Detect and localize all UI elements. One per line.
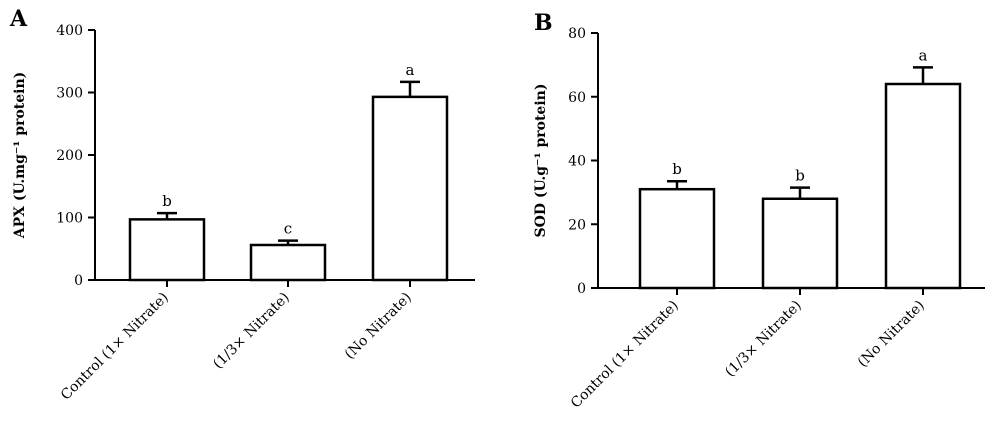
panel-a-bar <box>249 243 327 282</box>
panel-a-y-tick-label: 100 <box>56 211 83 227</box>
panel-a-letter: A <box>9 6 28 32</box>
panel-a-significance-letter: b <box>162 192 172 210</box>
panel-b-significance-letter: b <box>672 160 682 178</box>
panel-b-significance-letter: a <box>919 46 928 64</box>
panel-a-y-tick-label: 200 <box>56 148 83 164</box>
panel-b-y-tick-label: 80 <box>568 26 586 42</box>
panel-b-category-label: (1/3× Nitrate) <box>722 298 805 381</box>
panel-a-y-tick-label: 0 <box>74 273 83 289</box>
panel-a-y-tick-label: 300 <box>56 86 83 102</box>
panel-b-y-tick-label: 20 <box>568 217 586 233</box>
panel-a-category-label: Control (1× Nitrate) <box>58 290 172 404</box>
panel-a-y-axis-label: APX (U.mg⁻¹ protein) <box>12 72 28 240</box>
panel-b-bar <box>761 197 839 290</box>
panel-b-bar <box>638 187 716 290</box>
panel-a-y-tick-label: 400 <box>56 23 83 39</box>
panel-a-significance-letter: c <box>284 220 292 238</box>
panel-a-significance-letter: a <box>406 61 415 79</box>
panel-b-category-label: Control (1× Nitrate) <box>568 298 682 412</box>
panel-b-y-axis-label: SOD (U.g⁻¹ protein) <box>533 84 549 238</box>
panel-b-letter: B <box>534 10 553 36</box>
panel-a-bar <box>128 218 206 282</box>
panel-a-category-label: (No Nitrate) <box>342 290 415 363</box>
panel-a-category-label: (1/3× Nitrate) <box>210 290 293 373</box>
panel-b-bar <box>884 82 962 290</box>
panel-b-y-tick-label: 0 <box>577 281 586 297</box>
panel-b-y-tick-label: 40 <box>568 154 586 170</box>
panel-b-y-tick-label: 60 <box>568 90 586 106</box>
panel-b-category-label: (No Nitrate) <box>855 298 928 371</box>
panel-a-bar <box>371 95 449 282</box>
panel-b-significance-letter: b <box>795 167 805 185</box>
